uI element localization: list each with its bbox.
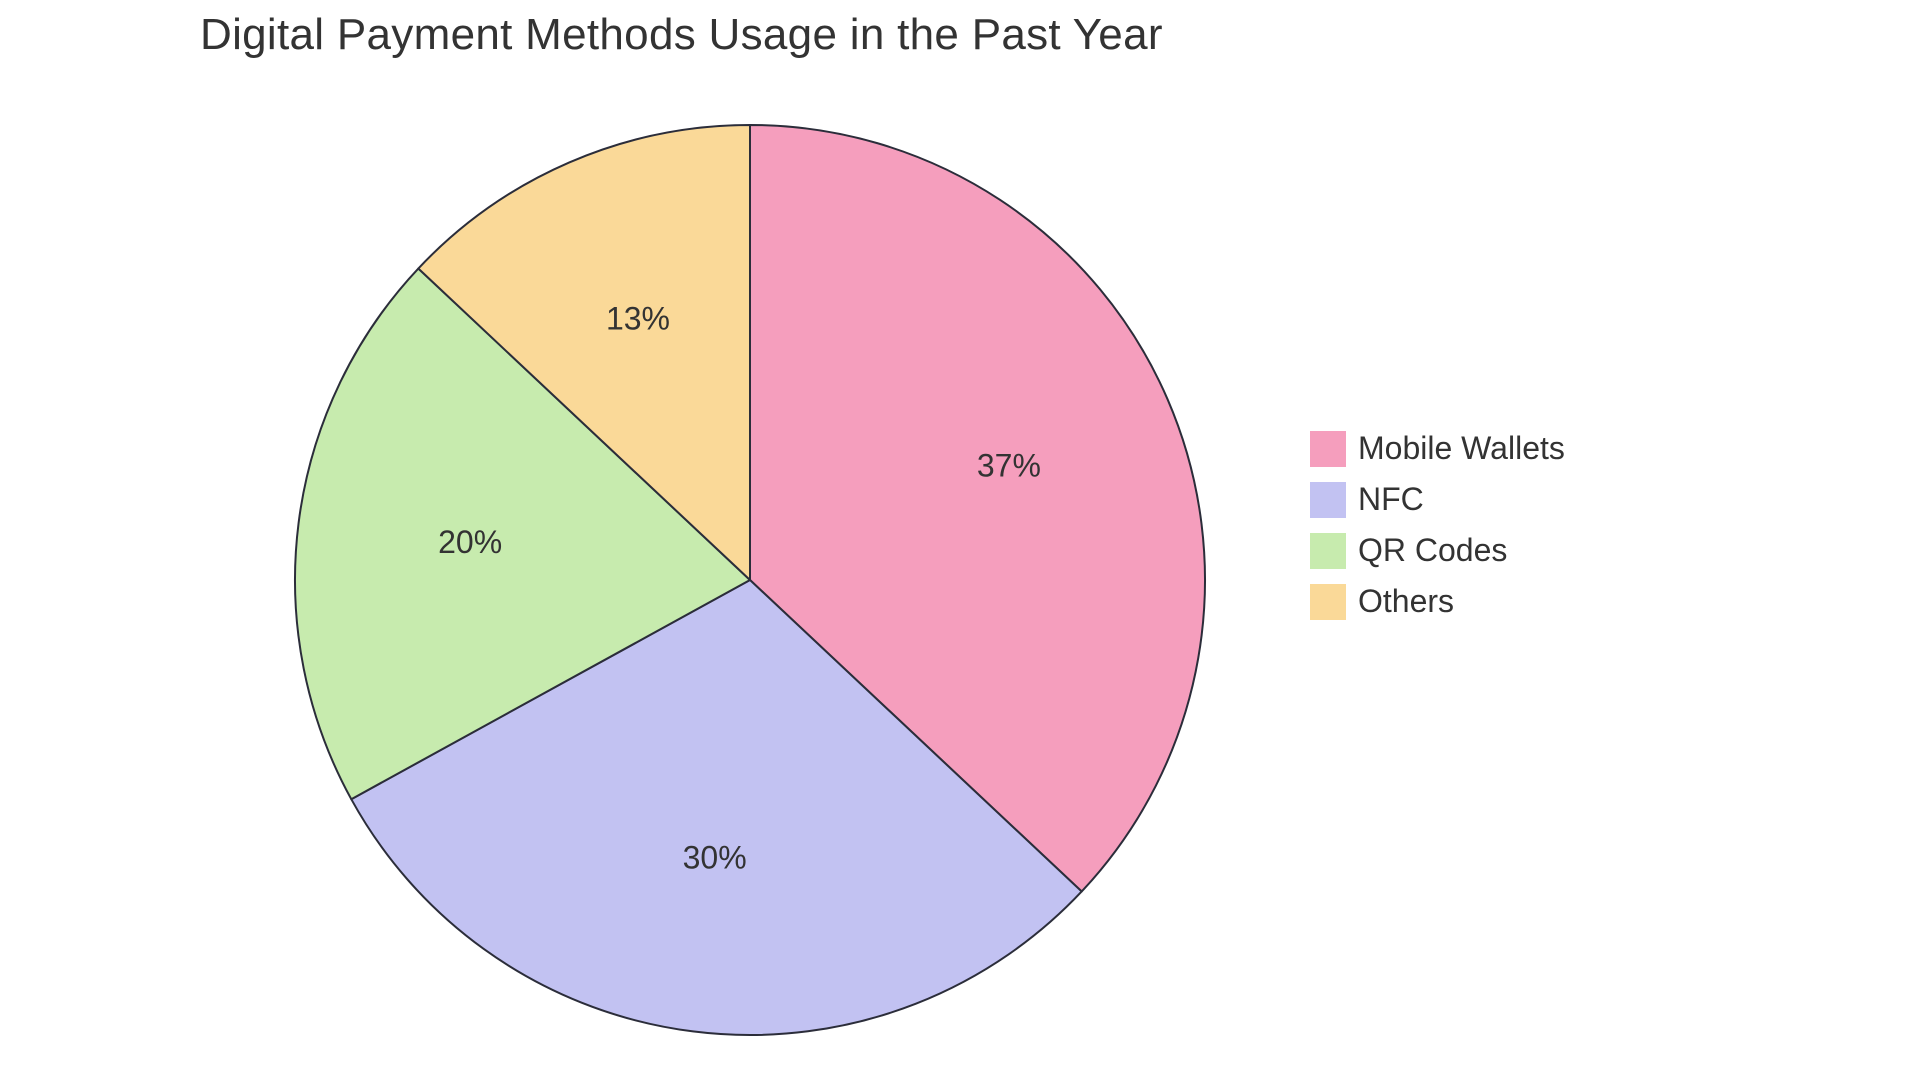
legend-swatch-3 — [1310, 584, 1346, 620]
pie-slice-label-1: 30% — [683, 839, 747, 875]
legend-label-1: NFC — [1358, 481, 1424, 518]
legend-label-3: Others — [1358, 583, 1454, 620]
pie-chart: 37% 30% 20% 13% — [280, 110, 1220, 1050]
chart-container: Digital Payment Methods Usage in the Pas… — [0, 0, 1920, 1080]
pie-slice-label-2: 20% — [438, 524, 502, 560]
legend-swatch-1 — [1310, 482, 1346, 518]
legend-item-1: NFC — [1310, 481, 1565, 518]
pie-slice-label-3: 13% — [606, 301, 670, 337]
legend-swatch-0 — [1310, 431, 1346, 467]
chart-legend: Mobile Wallets NFC QR Codes Others — [1310, 430, 1565, 620]
legend-label-0: Mobile Wallets — [1358, 430, 1565, 467]
legend-item-2: QR Codes — [1310, 532, 1565, 569]
pie-slice-label-0: 37% — [977, 447, 1041, 483]
chart-title: Digital Payment Methods Usage in the Pas… — [200, 10, 1163, 60]
legend-item-0: Mobile Wallets — [1310, 430, 1565, 467]
legend-item-3: Others — [1310, 583, 1565, 620]
legend-label-2: QR Codes — [1358, 532, 1507, 569]
legend-swatch-2 — [1310, 533, 1346, 569]
